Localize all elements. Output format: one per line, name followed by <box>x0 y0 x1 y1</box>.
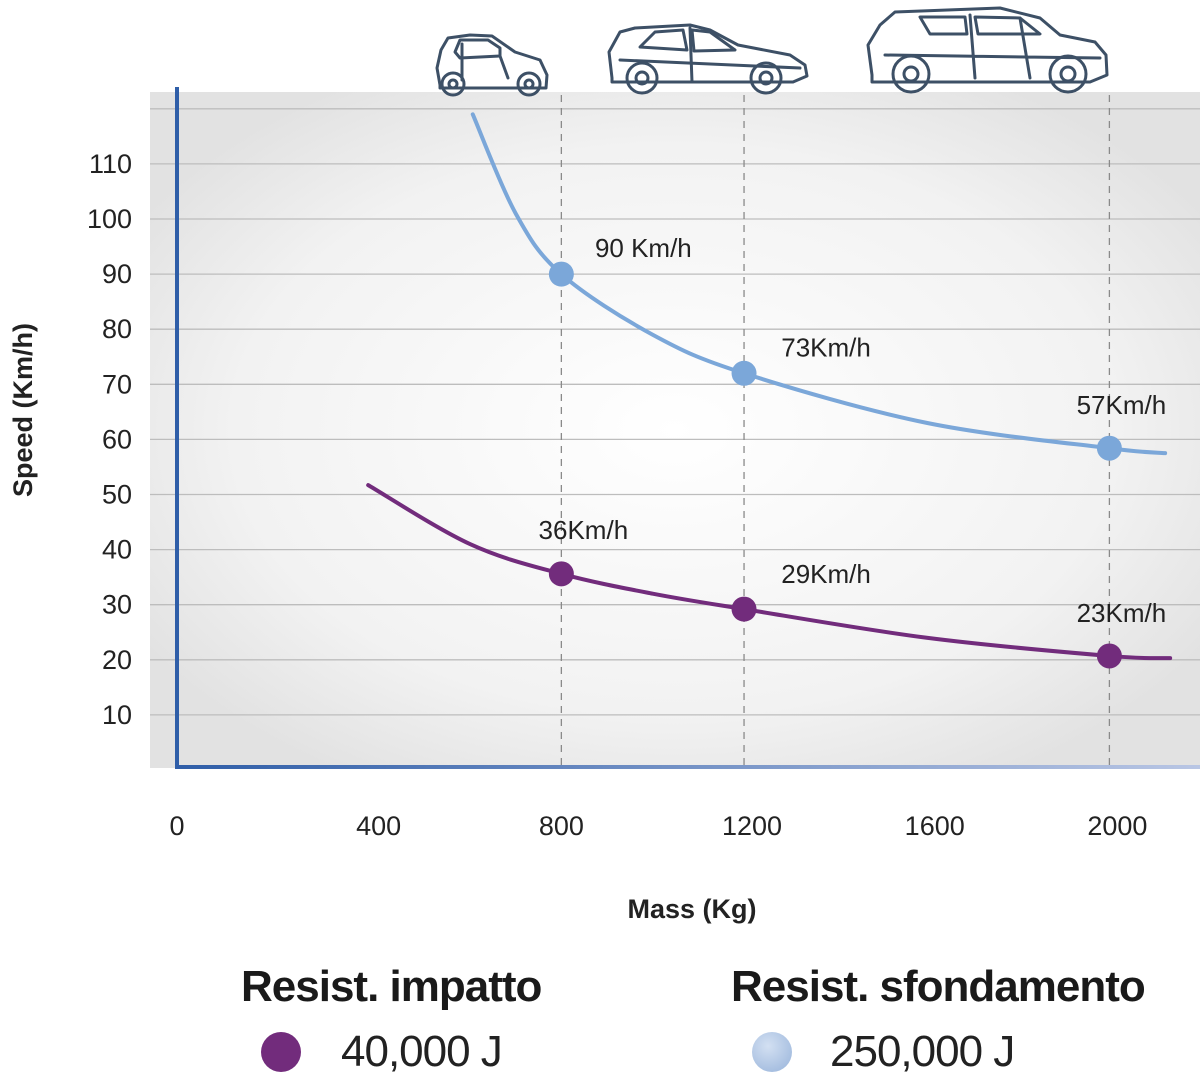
y-tick-label: 80 <box>102 314 132 344</box>
hatchback-car-icon <box>607 23 809 95</box>
series-curve-1 <box>366 483 1173 661</box>
data-point <box>1096 435 1122 461</box>
x-tick-label: 0 <box>169 811 184 841</box>
y-axis-label: Speed (Km/h) <box>8 323 38 497</box>
data-point <box>731 596 757 622</box>
y-tick-label: 20 <box>102 645 132 675</box>
plot-background <box>150 92 1200 768</box>
data-label: 29Km/h <box>781 559 871 589</box>
x-tick-label: 800 <box>539 811 584 841</box>
x-axis-label: Mass (Kg) <box>627 894 756 924</box>
x-tick-label: 2000 <box>1087 811 1147 841</box>
legend-value-impatto: 40,000 J <box>341 1027 503 1076</box>
data-point <box>1096 643 1122 669</box>
legend-marker-sfondamento <box>752 1032 792 1072</box>
data-point <box>548 261 574 287</box>
legend-title-sfondamento: Resist. sfondamento <box>731 962 1146 1011</box>
legend-value-sfondamento: 250,000 J <box>830 1027 1015 1076</box>
x-tick-label: 1600 <box>905 811 965 841</box>
y-tick-label: 50 <box>102 480 132 510</box>
data-label: 73Km/h <box>781 332 871 362</box>
legend-marker-impatto <box>261 1032 301 1072</box>
y-tick-label: 100 <box>87 204 132 234</box>
legend-title-impatto: Resist. impatto <box>241 962 542 1011</box>
y-tick-label: 30 <box>102 590 132 620</box>
series-curve-0 <box>470 112 1168 456</box>
x-tick-label: 400 <box>356 811 401 841</box>
y-tick-label: 60 <box>102 424 132 454</box>
data-label: 36Km/h <box>539 515 629 545</box>
small-car-icon <box>435 33 549 97</box>
y-tick-label: 90 <box>102 259 132 289</box>
x-axis <box>175 765 1200 769</box>
suv-car-icon <box>866 6 1109 94</box>
y-tick-label: 70 <box>102 369 132 399</box>
x-tick-label: 1200 <box>722 811 782 841</box>
data-point <box>548 561 574 587</box>
y-tick-label: 110 <box>89 149 132 179</box>
y-tick-label: 40 <box>102 535 132 565</box>
data-label: 90 Km/h <box>595 233 692 263</box>
data-label: 57Km/h <box>1077 390 1167 420</box>
data-label: 23Km/h <box>1077 598 1167 628</box>
y-tick-label: 10 <box>102 700 132 730</box>
data-point <box>731 360 757 386</box>
